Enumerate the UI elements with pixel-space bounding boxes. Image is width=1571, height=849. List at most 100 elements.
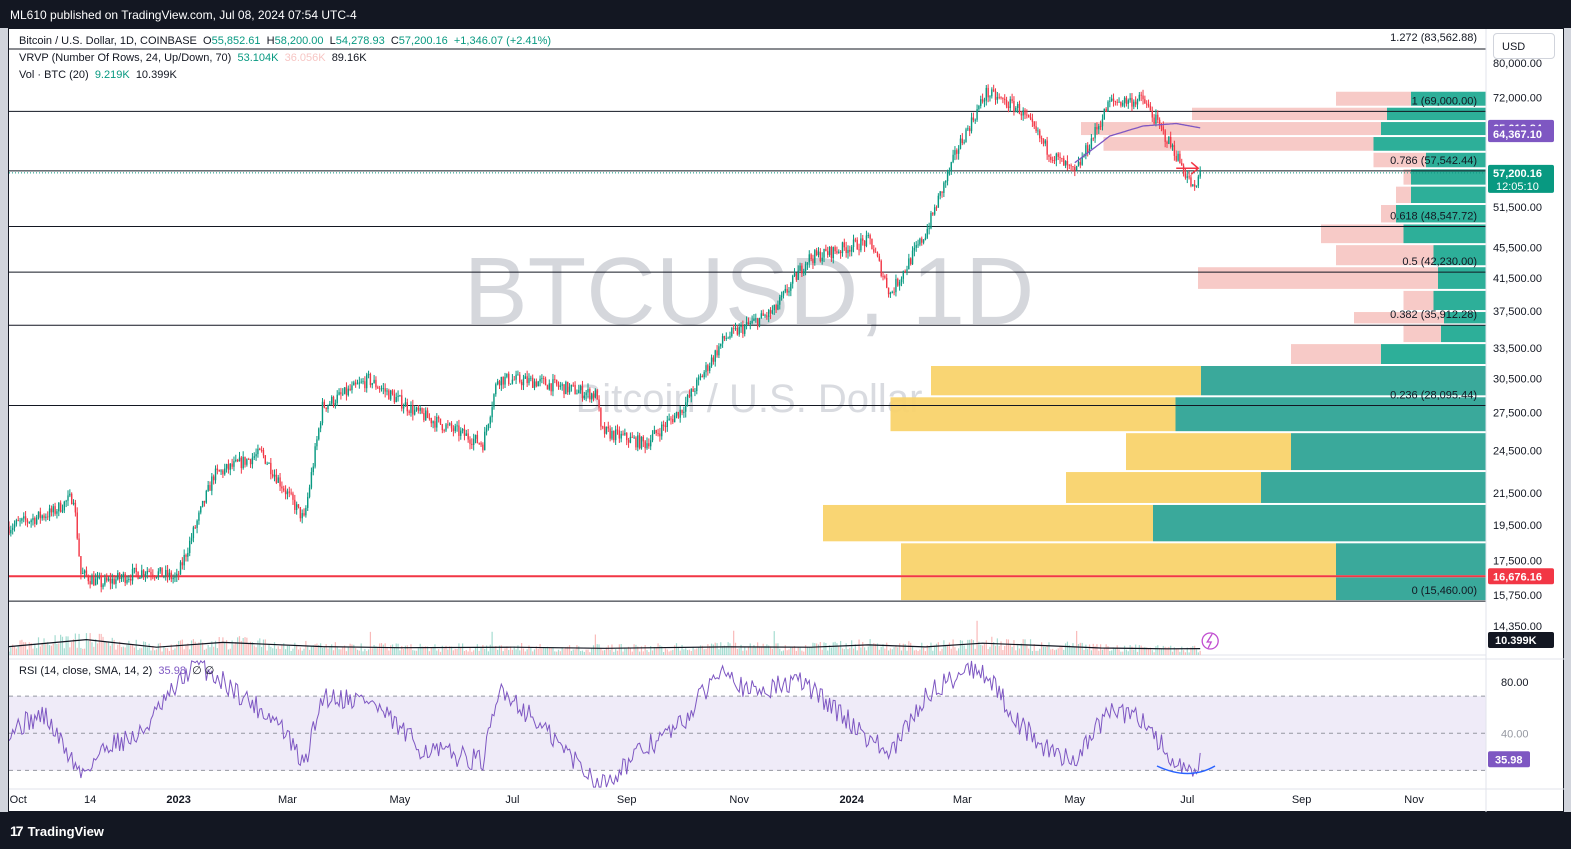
candle-body (915, 245, 917, 248)
volume-bar (297, 649, 300, 655)
volume-bar (351, 644, 353, 655)
candle-body (389, 390, 392, 400)
candle-body (686, 395, 689, 403)
price-tick-label: 24,500.00 (1493, 445, 1542, 457)
volume-bar (425, 646, 427, 655)
candle-body (856, 239, 858, 250)
candle-body (508, 373, 510, 384)
candle-body (78, 538, 80, 557)
candle-body (869, 235, 871, 239)
candle-body (790, 283, 792, 291)
candle-body (631, 436, 633, 438)
price-axis[interactable]: 80,000.00 72,000.00 51,500.00 45,500.00 41,5… (1485, 29, 1554, 813)
symbol-legend[interactable]: Bitcoin / U.S. Dollar, 1D, COINBASE O55,… (19, 35, 552, 47)
candle-body (1055, 153, 1058, 161)
time-axis[interactable]: Oct 14 2023 Mar May Jul Sep Nov 2024 Mar May Jul Sep… (9, 788, 1565, 806)
candle-body (755, 318, 757, 320)
candle-body (423, 413, 425, 421)
volume-bar (745, 650, 748, 655)
volume-bar (1168, 646, 1170, 655)
volume-bar (692, 646, 694, 655)
candle-body (924, 237, 927, 240)
fib-label-0.5: 0.5 (42,230.00) (1402, 256, 1477, 268)
candle-body (980, 99, 982, 106)
candle-body (576, 393, 578, 395)
volume-bar (1195, 649, 1198, 655)
volume-bar (910, 642, 912, 655)
rsi-legend[interactable]: RSI (14, close, SMA, 14, 2) 35.98 ∅ ∅ (19, 664, 214, 677)
volume-bar (893, 647, 895, 655)
volume-bar (747, 646, 750, 655)
candle-body (37, 511, 40, 518)
volume-bar (847, 649, 849, 655)
price-tick-label: 45,500.00 (1493, 243, 1542, 255)
candle-body (886, 277, 888, 288)
volume-bar (262, 639, 265, 655)
volume-bar (993, 642, 995, 655)
volume-bar (414, 650, 416, 655)
candle-body (627, 440, 630, 443)
candle-body (465, 433, 467, 436)
candle-body (397, 395, 399, 398)
volume-bar (1186, 647, 1188, 655)
arrow-drawing[interactable] (1176, 161, 1200, 175)
candle-body (150, 571, 152, 575)
candle-body (415, 407, 418, 410)
volume-bar (196, 644, 198, 655)
volume-bar (849, 647, 851, 655)
volume-bar (404, 645, 407, 655)
volume-bar (290, 651, 292, 655)
price-badge (1488, 164, 1554, 193)
volume-bar (533, 649, 536, 655)
candle-body (849, 249, 851, 252)
volume-bar (1171, 651, 1174, 655)
tradingview-brand[interactable]: 17 TradingView (10, 823, 104, 839)
candle-body (1048, 154, 1050, 157)
curve-drawing[interactable] (1156, 765, 1216, 775)
candle-body (539, 378, 541, 382)
candle-body (290, 492, 292, 494)
fib-retracement[interactable]: 1.272 (83,562.88) 1 (69,000.00) 0.786 (57,… (9, 32, 1486, 602)
volume-bar (299, 647, 301, 655)
vp-down-bar (1192, 107, 1387, 121)
alert-icon[interactable] (1201, 632, 1219, 650)
volume-bar (1013, 640, 1015, 655)
rsi-name: RSI (14, close, SMA, 14, 2) (19, 665, 153, 677)
volume-bar (450, 646, 453, 655)
volume-bar (1127, 651, 1129, 655)
candle-body (994, 91, 997, 100)
volume-bar (482, 645, 484, 655)
currency-button[interactable]: USD (1493, 33, 1555, 59)
rsi-value-badge-label: 35.98 (1495, 754, 1523, 766)
volume-bar (371, 648, 373, 655)
candle-body (98, 576, 101, 578)
candle-body (957, 148, 960, 154)
chart-canvas[interactable]: BTCUSD, 1D Bitcoin / U.S. Dollar 1.272 (… (8, 29, 1565, 813)
volume-bar (1135, 644, 1137, 655)
volume-bar (406, 645, 408, 655)
candle-body (760, 313, 763, 318)
time-tick-label: Mar (953, 794, 972, 806)
candle-body (976, 109, 978, 120)
volume-bar (978, 641, 980, 655)
candle-body (102, 584, 104, 588)
volume-legend[interactable]: Vol · BTC (20) 9.219K 10.399K (19, 69, 177, 81)
volume-bar (205, 648, 207, 655)
volume-bar (556, 651, 558, 655)
candle-body (605, 426, 608, 434)
candle-body (1029, 117, 1032, 119)
candle-body (902, 271, 905, 279)
candle-body (161, 567, 163, 577)
candle-body (1070, 165, 1072, 167)
volume-bar (211, 641, 213, 655)
volume-bar (72, 639, 75, 655)
vrvp-legend[interactable]: VRVP (Number Of Rows, 24, Up/Down, 70) 5… (19, 52, 367, 64)
candle-body (895, 278, 897, 293)
candle-body (596, 390, 598, 400)
candle-body (749, 323, 751, 324)
volume-bar (465, 650, 467, 655)
volume-bar (550, 647, 552, 655)
volume-bar (522, 648, 525, 655)
candle-body (531, 377, 534, 388)
volume-bar (974, 648, 976, 655)
